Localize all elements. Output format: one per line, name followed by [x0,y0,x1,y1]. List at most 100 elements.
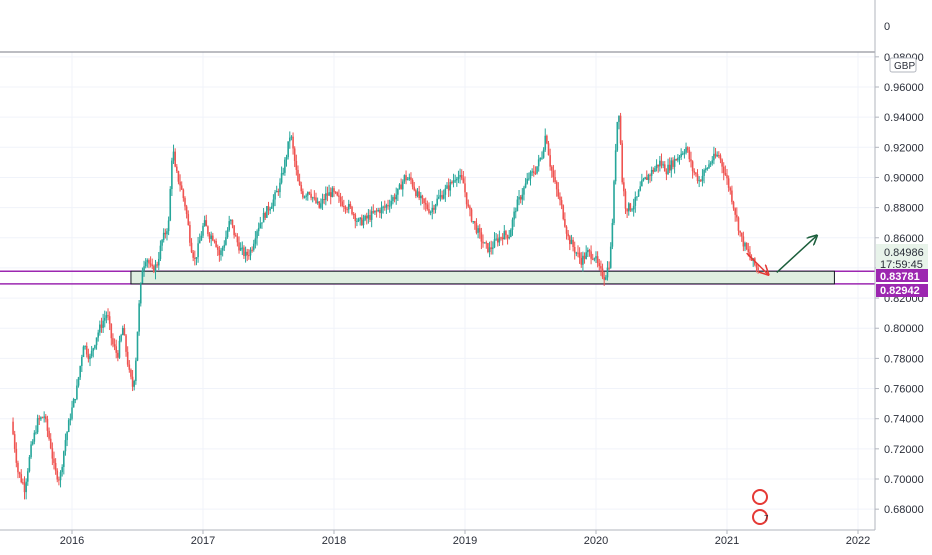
candle-body [248,255,250,257]
candle-body [35,432,37,434]
candle-body [667,164,669,175]
candle-body [297,169,299,182]
candle-body [416,191,419,197]
candle-body [367,215,370,219]
candle-body [336,192,339,196]
candle-body [77,377,80,386]
candle-body [732,201,735,209]
candle-body [483,242,486,244]
candle-body [575,252,578,254]
candle-body [742,236,745,247]
candle-body [642,179,645,181]
candle-body [274,192,276,200]
candle-body [650,169,653,176]
candle-body [59,472,62,481]
candle-body [18,472,21,475]
candle-body [506,235,509,239]
candle-body [169,189,172,221]
candle-body [560,200,563,206]
candle-body [167,220,170,232]
candle-body [243,247,245,257]
candle-body [727,178,730,188]
support-zone-rectangle[interactable] [130,270,835,285]
zone-top-price-tag: 0.83781 [876,269,928,283]
candle-body [736,214,738,218]
candle-body [28,457,31,472]
candle-body [529,171,532,179]
candle-body [159,245,162,259]
candle-body [311,197,314,199]
candle-body [462,178,465,184]
candle-body [339,196,342,202]
candle-body [192,252,194,258]
candle-body [189,225,191,243]
candle-body [43,416,45,418]
candle-body [361,217,363,226]
economic-events-icon[interactable]: 7 [752,489,769,525]
candle-body [326,193,329,196]
candle-body [496,238,499,243]
candle-body [256,231,258,239]
candle-body [470,209,473,222]
candle-body [318,201,321,208]
candle-body [293,148,296,161]
down-projection-arrow[interactable] [746,252,768,274]
candle-body [550,166,553,171]
candle-body [130,369,132,377]
candle-body [302,191,304,198]
currency-badge[interactable]: GBP [894,61,915,72]
candle-body [135,360,137,381]
candle-body [272,199,275,207]
candle-body [673,159,676,167]
candle-body [25,481,27,493]
candle-body [182,189,185,199]
candle-body [223,244,226,248]
candle-body [397,188,399,195]
candle-body [388,205,391,207]
candle-body [488,247,491,252]
candle-body [626,208,628,212]
candle-body [156,264,158,266]
candle-body [90,350,93,357]
candle-body [210,235,212,239]
candle-body [444,188,447,195]
candle-body [97,332,99,338]
candle-body [537,159,540,167]
candle-body [162,232,165,241]
candle-body [22,482,24,484]
candle-body [745,242,748,250]
zone-bottom-price-tag: 0.82942 [876,284,928,297]
candle-body [121,327,124,336]
candles-layer [12,112,759,500]
candle-body [442,194,445,199]
candle-body [711,160,714,164]
candle-body [141,270,144,284]
currency-badge-box[interactable] [889,57,917,73]
candle-body [675,159,678,161]
candle-body [465,192,468,205]
candle-body [277,191,280,193]
candle-body [233,225,235,236]
candle-body [570,239,573,245]
candle-body [541,157,543,159]
candle-body [81,357,83,367]
candle-body [613,181,615,223]
candle-body [341,201,343,206]
candle-body [510,229,512,238]
up-projection-arrow[interactable] [776,236,816,273]
candle-body [647,174,650,180]
candle-body [608,267,610,269]
candle-body [555,182,558,190]
candle-body [636,196,638,198]
candle-body [31,441,34,445]
candle-body [426,204,429,209]
candle-body [737,217,740,231]
candle-body [411,180,414,187]
candle-body [452,180,455,183]
candle-body [269,208,271,211]
candle-body [333,188,335,192]
candle-body [343,205,345,207]
candle-body [460,175,463,179]
candle-body [202,225,204,236]
